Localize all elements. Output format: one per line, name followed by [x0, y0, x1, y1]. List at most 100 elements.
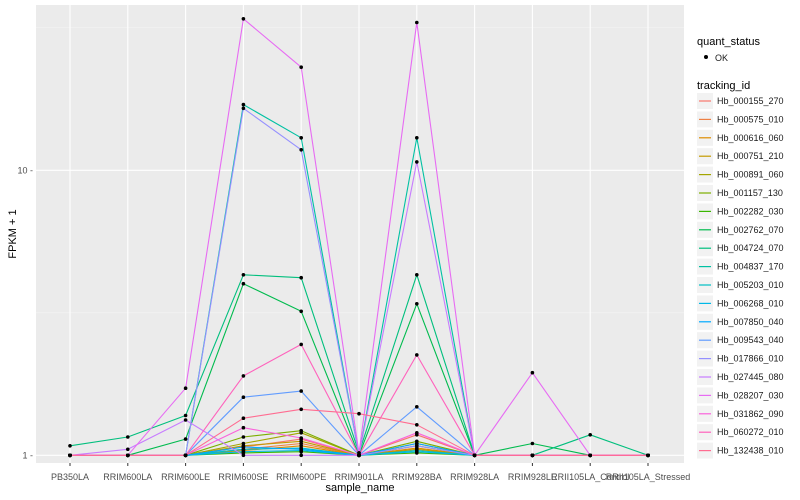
legend-item: Hb_007850_040 — [697, 313, 784, 330]
legend-item: Hb_000575_010 — [697, 111, 784, 128]
data-point-Hb_027445_080 — [241, 453, 246, 458]
legend-item: Hb_000616_060 — [697, 129, 784, 146]
data-point-Hb_132438_010 — [357, 411, 361, 416]
data-point-Hb_002762_070 — [183, 437, 188, 441]
data-point-Hb_060272_010 — [357, 453, 361, 458]
data-points — [68, 17, 650, 458]
legend-label: Hb_001157_130 — [717, 188, 783, 198]
y-tick-label: 1 - — [22, 450, 33, 460]
data-point-Hb_004724_070 — [68, 444, 72, 448]
data-point-Hb_031862_090 — [241, 425, 246, 430]
data-point-Hb_004724_070 — [415, 273, 419, 277]
legend-label: Hb_031862_090 — [717, 409, 784, 419]
data-point-Hb_028207_030 — [241, 17, 246, 21]
data-point-Hb_006268_010 — [415, 449, 419, 454]
data-point-Hb_132438_010 — [588, 453, 592, 458]
legend-label: Hb_002762_070 — [717, 225, 784, 235]
data-point-Hb_132438_010 — [241, 416, 246, 421]
legend-label: Hb_060272_010 — [717, 427, 784, 437]
y-tick-label: 10 - — [17, 165, 33, 175]
data-point-Hb_132438_010 — [530, 453, 535, 458]
legend-item: Hb_000155_270 — [697, 93, 784, 109]
data-point-Hb_009543_040 — [299, 389, 304, 393]
legend-items: Hb_000155_270 Hb_000575_010 Hb_000616_060 H… — [697, 93, 784, 459]
data-point-Hb_002762_070 — [415, 302, 419, 306]
legend-item: Hb_004837_170 — [697, 258, 784, 275]
legend-label: Hb_000155_270 — [717, 96, 784, 106]
data-point-Hb_028207_030 — [183, 386, 188, 391]
data-point-Hb_004724_070 — [299, 275, 304, 280]
data-point-Hb_004724_070 — [588, 433, 592, 437]
legend-item: Hb_005203_010 — [697, 277, 784, 293]
x-axis: PB350LA RRIM600LA RRIM600LE RRIM600SE RRIM60… — [51, 463, 690, 482]
x-tick-label: RRIM600LE — [161, 472, 210, 482]
data-point-Hb_132438_010 — [299, 407, 304, 412]
x-tick-label: PB350LA — [51, 472, 89, 482]
x-tick-label: RRIM928BA — [392, 472, 442, 482]
legend-label: Hb_009543_040 — [717, 335, 784, 345]
data-point-Hb_027445_080 — [415, 160, 419, 164]
data-point-Hb_028207_030 — [299, 65, 304, 69]
legend-item: Hb_002282_030 — [697, 203, 784, 220]
legend-item: Hb_000891_060 — [697, 166, 784, 183]
data-point-Hb_028207_030 — [530, 370, 535, 375]
data-point-Hb_000751_210 — [299, 439, 304, 444]
data-point-Hb_004837_170 — [299, 136, 304, 140]
legend-label: Hb_000891_060 — [717, 170, 784, 180]
legend-item: Hb_017866_010 — [697, 350, 784, 367]
legend-item: Hb_006268_010 — [697, 295, 784, 312]
legend-label: Hb_004724_070 — [717, 243, 784, 253]
data-point-Hb_027445_080 — [126, 447, 130, 452]
data-point-Hb_001157_130 — [299, 428, 304, 433]
data-point-Hb_017866_010 — [415, 444, 419, 448]
data-point-Hb_006268_010 — [241, 449, 246, 454]
legend-item: Hb_001157_130 — [697, 185, 783, 201]
data-point-Hb_017866_010 — [241, 106, 246, 111]
x-tick-label: RRII105LA_Stressed — [606, 472, 691, 482]
x-tick-label: RRIM928LA — [450, 472, 499, 482]
x-tick-label: RRIM901LA — [334, 472, 383, 482]
data-point-Hb_060272_010 — [415, 353, 419, 357]
data-point-Hb_004724_070 — [126, 435, 130, 439]
legend-point-title: quant_status — [697, 36, 760, 48]
legend-item: Hb_004724_070 — [697, 240, 784, 257]
legend-item: Hb_060272_010 — [697, 424, 784, 441]
legend-point-key — [704, 55, 708, 59]
plot-panel — [36, 5, 684, 463]
legend-item: Hb_132438_010 — [697, 442, 784, 459]
data-point-Hb_002762_070 — [241, 281, 246, 286]
legend-label: Hb_017866_010 — [717, 354, 784, 364]
data-point-Hb_009543_040 — [415, 405, 419, 409]
data-point-Hb_009543_040 — [241, 395, 246, 400]
legend: quant_status OK tracking_id Hb_000155_27… — [697, 36, 784, 459]
legend-label: Hb_000751_210 — [717, 151, 784, 161]
legend-label: Hb_002282_030 — [717, 206, 784, 216]
data-point-Hb_132438_010 — [472, 453, 477, 458]
data-point-Hb_031862_090 — [299, 436, 304, 440]
legend-point-label: OK — [715, 53, 728, 63]
data-point-Hb_132438_010 — [183, 453, 188, 458]
data-point-Hb_132438_010 — [415, 423, 419, 427]
y-axis: 1 - 10 - — [17, 165, 33, 460]
x-tick-label: RRIM600SE — [218, 472, 268, 482]
data-point-Hb_027445_080 — [183, 418, 188, 422]
data-point-Hb_000891_060 — [241, 441, 246, 446]
legend-color-title: tracking_id — [697, 80, 750, 92]
data-point-Hb_031862_090 — [415, 431, 419, 435]
data-point-Hb_004724_070 — [183, 413, 188, 418]
x-tick-label: RRII105LA_Control — [551, 472, 629, 482]
data-point-Hb_007850_040 — [299, 447, 304, 452]
data-point-Hb_004837_170 — [415, 136, 419, 140]
legend-item: Hb_031862_090 — [697, 405, 784, 422]
data-point-Hb_007850_040 — [241, 445, 246, 449]
data-point-Hb_132438_010 — [68, 453, 72, 458]
legend-label: Hb_007850_040 — [717, 317, 784, 327]
x-tick-label: RRIM928LE — [508, 472, 557, 482]
x-axis-title: sample_name — [325, 482, 394, 494]
data-point-Hb_060272_010 — [241, 374, 246, 378]
data-point-Hb_001157_130 — [241, 435, 246, 439]
data-point-Hb_002762_070 — [299, 309, 304, 314]
legend-label: Hb_000616_060 — [717, 133, 784, 143]
y-axis-title: FPKM + 1 — [7, 209, 19, 258]
